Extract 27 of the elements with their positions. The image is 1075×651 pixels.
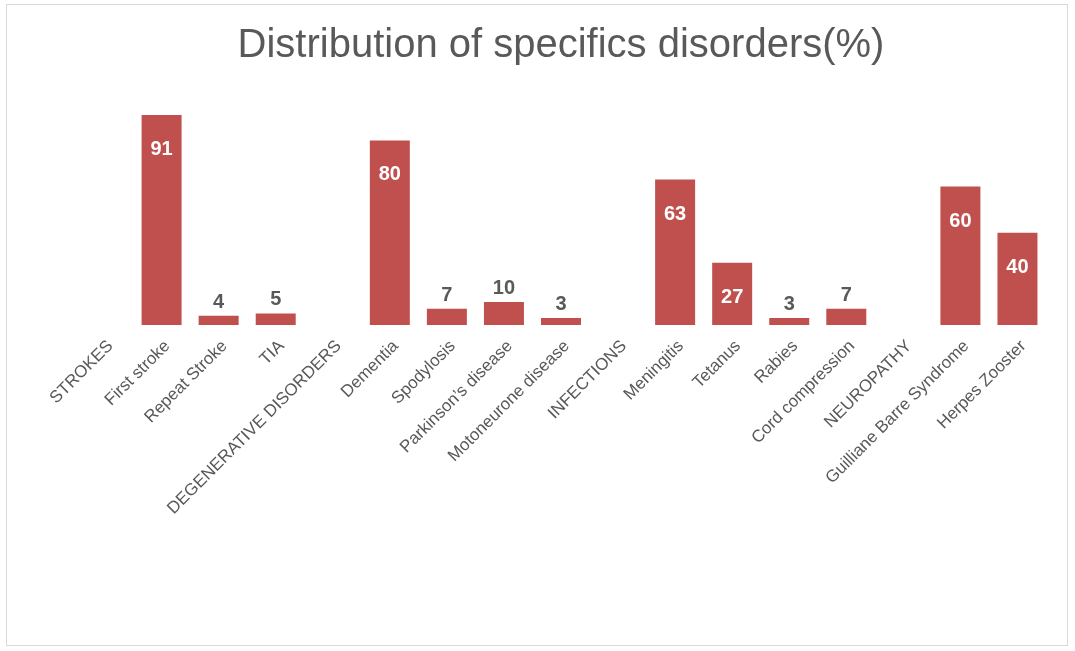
data-label: 3	[783, 292, 795, 315]
data-label: 80	[378, 162, 401, 185]
data-label: 63	[663, 201, 687, 224]
data-label: 27	[721, 284, 744, 307]
data-label: 91	[150, 137, 173, 159]
bar	[483, 301, 524, 325]
data-label: 10	[492, 275, 516, 298]
data-label: 7	[840, 282, 852, 305]
data-label: 3	[555, 292, 567, 315]
bar	[940, 186, 981, 325]
bar	[198, 315, 239, 325]
bar	[655, 179, 696, 325]
bar	[141, 115, 182, 325]
data-label: 7	[441, 282, 453, 305]
data-label: 40	[1006, 254, 1029, 277]
data-label: 4	[213, 289, 226, 312]
data-label: 60	[949, 208, 972, 231]
chart-title: Distribution of specifics disorders(%)	[237, 21, 885, 65]
bar	[997, 232, 1038, 325]
data-label: 5	[270, 287, 282, 310]
bar	[426, 308, 467, 325]
bar	[826, 308, 867, 325]
bar	[712, 262, 753, 325]
bar	[769, 318, 810, 325]
bar	[541, 318, 581, 325]
bar	[369, 140, 410, 325]
bar	[255, 313, 296, 325]
